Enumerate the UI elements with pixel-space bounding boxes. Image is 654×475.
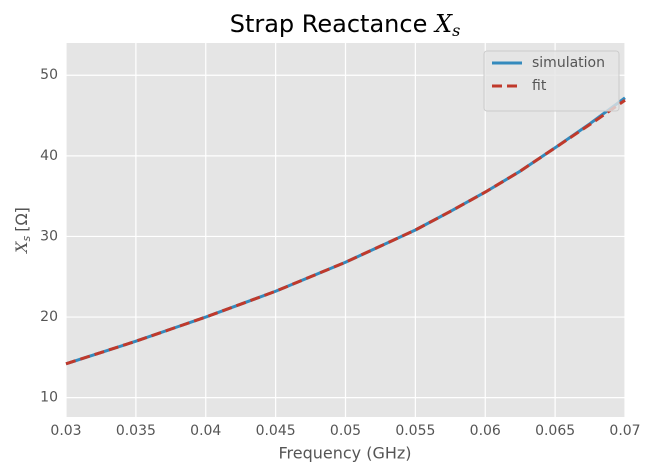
x-tick-label: 0.04 bbox=[190, 423, 221, 439]
legend-label: fit bbox=[532, 78, 547, 94]
title-text: Strap Reactance bbox=[230, 10, 428, 38]
y-axis-label: Xs [Ω] bbox=[12, 207, 34, 255]
x-tick-label: 0.065 bbox=[535, 423, 575, 439]
y-tick-label: 10 bbox=[40, 390, 58, 406]
legend-box bbox=[483, 50, 620, 112]
y-tick-label: 40 bbox=[40, 148, 58, 164]
x-tick-label: 0.035 bbox=[116, 423, 156, 439]
lines bbox=[65, 96, 626, 366]
x-tick-label: 0.045 bbox=[256, 423, 296, 439]
title-subscript: s bbox=[452, 21, 460, 40]
y-tick-label: 20 bbox=[40, 309, 58, 325]
x-tick-label: 0.07 bbox=[609, 423, 640, 439]
title-symbol: X bbox=[433, 10, 453, 38]
chart-title: Strap Reactance Xs bbox=[230, 10, 461, 40]
y-label-unit: [Ω] bbox=[12, 207, 31, 232]
y-label-symbol: X bbox=[12, 241, 31, 255]
x-tick-label: 0.03 bbox=[50, 423, 81, 439]
y-label-subscript: s bbox=[20, 236, 33, 242]
legend-label: simulation bbox=[532, 55, 605, 71]
x-axis-label: Frequency (GHz) bbox=[278, 444, 411, 463]
y-tick-label: 30 bbox=[40, 228, 58, 244]
x-tick-label: 0.05 bbox=[330, 423, 361, 439]
legend: simulation fit bbox=[483, 50, 620, 112]
series-line bbox=[65, 98, 626, 366]
x-tick-label: 0.055 bbox=[395, 423, 435, 439]
x-tick-label: 0.06 bbox=[470, 423, 501, 439]
y-tick-label: 50 bbox=[40, 67, 58, 83]
